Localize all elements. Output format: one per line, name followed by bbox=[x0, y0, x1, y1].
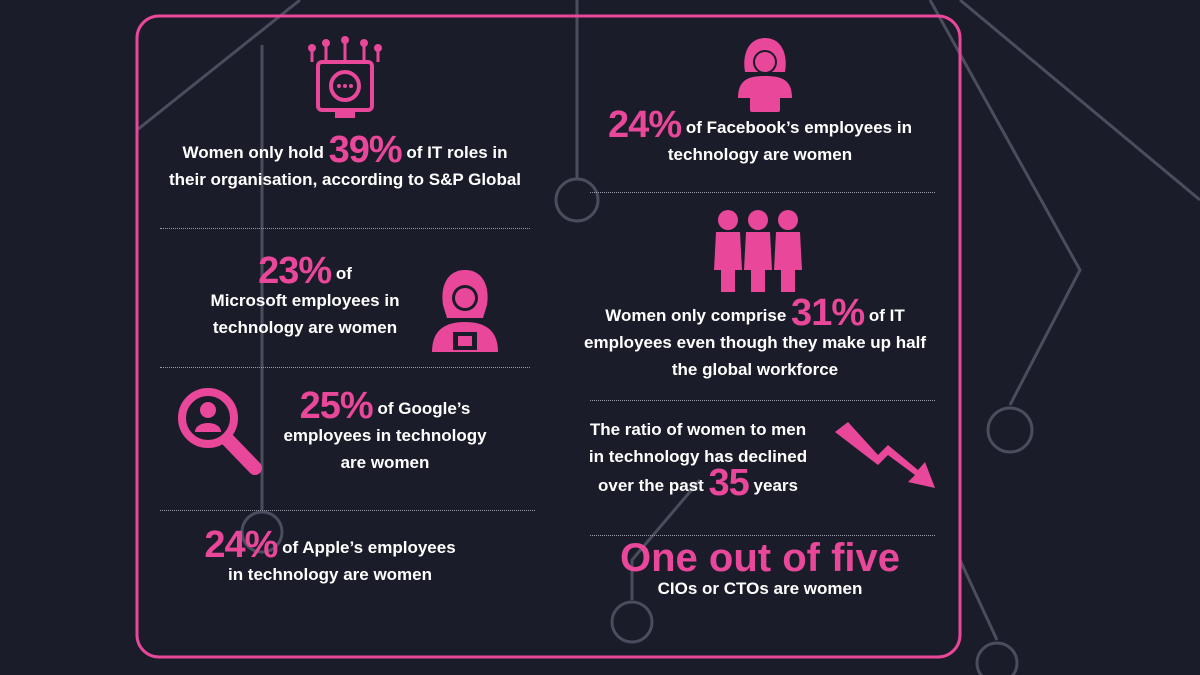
separator bbox=[160, 367, 530, 368]
text: are women bbox=[340, 453, 430, 472]
figure: 24% bbox=[608, 104, 682, 146]
text: of Google’s bbox=[377, 399, 471, 418]
separator bbox=[590, 400, 935, 401]
figure: 24% bbox=[204, 524, 278, 566]
stat: 23% of Microsoft employees in technology a… bbox=[210, 252, 400, 341]
figure: 39% bbox=[328, 129, 403, 171]
stat: Women only hold 39% of IT roles in their … bbox=[168, 131, 522, 193]
text: in technology are women bbox=[227, 565, 433, 584]
stat: 24% of Apple’s employees in technology ar… bbox=[204, 526, 456, 588]
text: employees in technology bbox=[283, 426, 487, 445]
text: technology are women bbox=[667, 145, 853, 164]
text: of IT roles in bbox=[406, 143, 508, 162]
stat: 25% of Google’s employees in technology ar… bbox=[283, 387, 487, 476]
text: technology are women bbox=[212, 318, 398, 337]
text: years bbox=[753, 476, 798, 495]
stat: Women only comprise 31% of IT employees e… bbox=[584, 294, 926, 383]
separator bbox=[590, 192, 935, 193]
text: the global workforce bbox=[671, 360, 839, 379]
text: of bbox=[335, 264, 352, 283]
text: of Apple’s employees bbox=[282, 538, 456, 557]
text: of IT bbox=[868, 306, 905, 325]
text: The ratio of women to men bbox=[589, 420, 807, 439]
separator bbox=[590, 535, 935, 536]
text: Microsoft employees in bbox=[210, 291, 400, 310]
stat: One out of five CIOs or CTOs are women bbox=[620, 538, 900, 602]
text: employees even though they make up half bbox=[584, 333, 926, 352]
text: of Facebook’s employees in bbox=[685, 118, 912, 137]
figure: 23% bbox=[258, 250, 332, 292]
figure: One out of five bbox=[620, 536, 900, 580]
figure: 35 bbox=[708, 462, 750, 504]
text: Women only hold bbox=[182, 143, 324, 162]
separator bbox=[160, 510, 535, 511]
text: over the past bbox=[597, 476, 704, 495]
text: Women only comprise bbox=[605, 306, 787, 325]
text: their organisation, according to S&P Glo… bbox=[168, 170, 522, 189]
figure: 25% bbox=[299, 385, 374, 427]
separator bbox=[160, 228, 530, 229]
text: in technology has declined bbox=[588, 447, 808, 466]
text: CIOs or CTOs are women bbox=[657, 579, 863, 598]
stat: 24% of Facebook’s employees in technology… bbox=[608, 106, 912, 168]
figure: 31% bbox=[791, 292, 865, 334]
stat: The ratio of women to men in technology h… bbox=[588, 416, 808, 502]
